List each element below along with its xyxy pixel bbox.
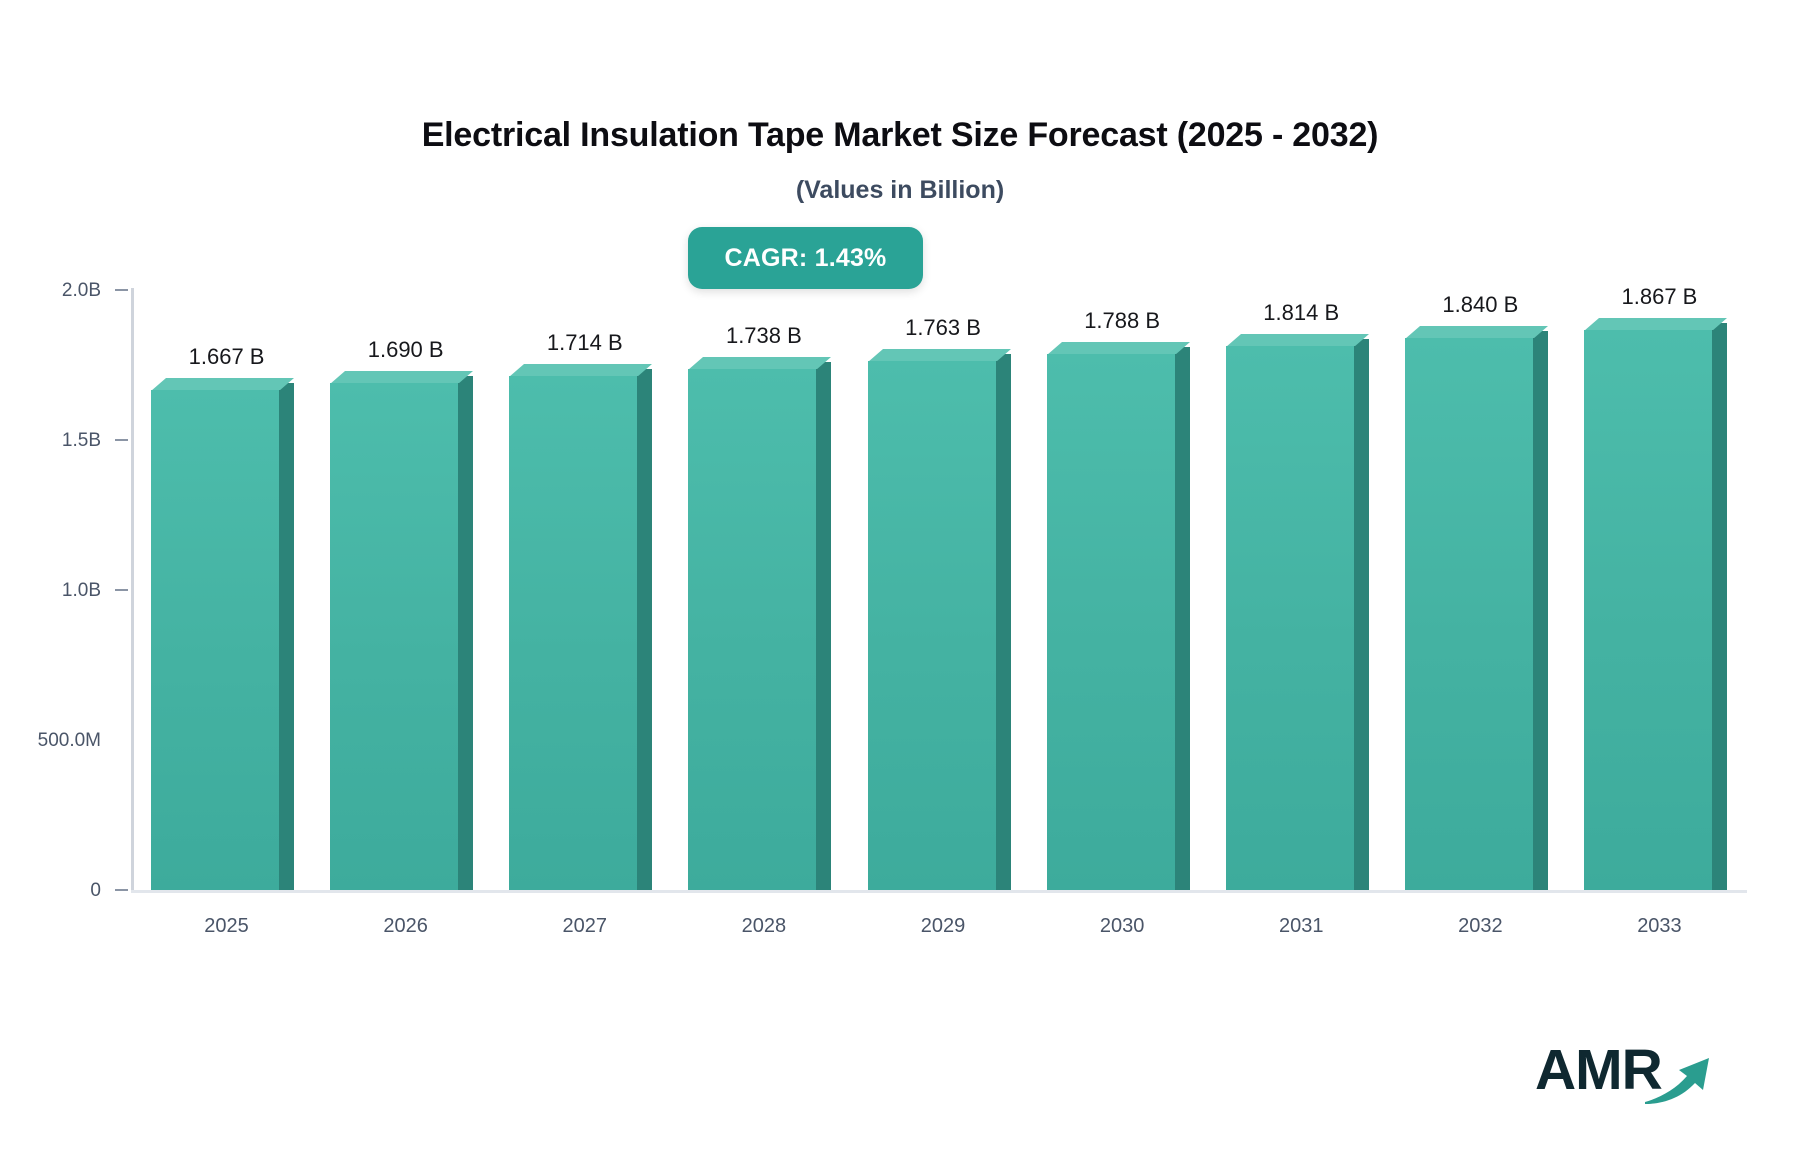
y-axis-tick: 1.5B bbox=[0, 429, 128, 451]
bar-top-face bbox=[509, 363, 653, 376]
bar[interactable] bbox=[1046, 341, 1190, 890]
bar-front-face bbox=[1225, 345, 1354, 890]
bar-value-label: 1.667 B bbox=[188, 343, 265, 369]
y-axis-line bbox=[131, 288, 134, 892]
bar-side-face bbox=[279, 382, 295, 890]
y-axis-tick-dash bbox=[115, 289, 128, 291]
x-axis-tick-label: 2025 bbox=[204, 915, 249, 937]
bar[interactable] bbox=[330, 370, 474, 890]
y-axis-tick: 2.0B bbox=[0, 279, 128, 301]
bar-front-face bbox=[688, 368, 817, 890]
bar[interactable] bbox=[151, 377, 295, 890]
bar[interactable] bbox=[867, 348, 1011, 890]
bar[interactable] bbox=[688, 356, 832, 890]
bar[interactable] bbox=[509, 363, 653, 890]
plot-area: 1.667 B 1.690 B 1.714 B 1.738 B 1.763 B 1.788… bbox=[133, 284, 1745, 890]
y-axis-tick-dash bbox=[115, 439, 128, 441]
bar-top-face bbox=[688, 356, 832, 369]
bar-top-face bbox=[151, 377, 295, 390]
bar-value-label: 1.814 B bbox=[1263, 299, 1340, 325]
x-axis-tick-label: 2026 bbox=[383, 915, 428, 937]
bar-value-label: 1.763 B bbox=[905, 315, 981, 341]
amr-logo-text: AMR bbox=[1535, 1038, 1663, 1102]
bar-side-face bbox=[1711, 322, 1727, 890]
y-axis-tick-label: 1.5B bbox=[61, 429, 101, 451]
bar-side-face bbox=[1174, 346, 1190, 890]
bar-side-face bbox=[1353, 338, 1369, 890]
y-axis-tick-label: 1.0B bbox=[61, 579, 101, 601]
bar-front-face bbox=[330, 383, 459, 890]
page-title: Electrical Insulation Tape Market Size F… bbox=[421, 116, 1379, 154]
growth-arrow-icon bbox=[1645, 1058, 1709, 1104]
bar-front-face bbox=[1583, 329, 1712, 890]
x-axis-tick-label: 2033 bbox=[1637, 915, 1682, 937]
bar[interactable] bbox=[1583, 317, 1727, 890]
bar-front-face bbox=[867, 361, 996, 890]
y-axis-tick: 0 bbox=[0, 879, 128, 901]
y-axis-tick-label: 0 bbox=[90, 879, 101, 901]
bar-top-face bbox=[868, 349, 1011, 362]
bar-side-face bbox=[995, 354, 1011, 890]
y-axis-tick-dash bbox=[115, 889, 128, 891]
x-axis-tick-label: 2028 bbox=[741, 915, 787, 937]
cagr-badge: CAGR: 1.43% bbox=[688, 227, 923, 289]
bar-side-face bbox=[458, 376, 474, 890]
x-axis-tick-label: 2031 bbox=[1278, 915, 1324, 937]
x-axis-tick-label: 2032 bbox=[1458, 915, 1503, 937]
y-axis-tick-dash bbox=[115, 589, 128, 591]
bar-value-label: 1.738 B bbox=[725, 322, 802, 348]
bar-top-face bbox=[1584, 317, 1727, 330]
bar[interactable] bbox=[1225, 333, 1369, 890]
bar-side-face bbox=[637, 368, 653, 890]
y-axis-tick: 1.0B bbox=[0, 579, 128, 601]
bar-front-face bbox=[509, 375, 638, 890]
bar-front-face bbox=[151, 389, 280, 890]
x-axis-line bbox=[131, 890, 1747, 893]
y-axis-tick-label: 2.0B bbox=[61, 279, 101, 301]
x-axis-tick-label: 2027 bbox=[562, 915, 608, 937]
bar-top-face bbox=[1047, 341, 1190, 354]
x-axis-tick-label: 2030 bbox=[1099, 915, 1145, 937]
x-axis-tick-label: 2029 bbox=[920, 915, 966, 937]
amr-logo: AMR bbox=[1535, 1038, 1715, 1116]
bar-value-label: 1.714 B bbox=[546, 329, 623, 355]
bar-side-face bbox=[816, 361, 832, 890]
y-axis-tick-label: 500.0M bbox=[37, 729, 101, 751]
chart-subtitle: (Values in Billion) bbox=[795, 176, 1005, 204]
bar-value-label: 1.788 B bbox=[1084, 307, 1161, 333]
cagr-badge-label: CAGR: 1.43% bbox=[724, 243, 887, 272]
y-axis-tick: 500.0M bbox=[0, 729, 128, 751]
bar-front-face bbox=[1046, 353, 1175, 890]
bar-top-face bbox=[330, 371, 474, 383]
bar-front-face bbox=[1404, 338, 1533, 890]
bar-value-label: 1.867 B bbox=[1621, 283, 1698, 309]
bar-value-label: 1.690 B bbox=[367, 337, 444, 362]
bar-top-face bbox=[1226, 333, 1369, 346]
bar-value-label: 1.840 B bbox=[1442, 292, 1519, 317]
bar-side-face bbox=[1532, 331, 1548, 890]
bar-top-face bbox=[1405, 326, 1548, 338]
bar[interactable] bbox=[1404, 325, 1548, 890]
